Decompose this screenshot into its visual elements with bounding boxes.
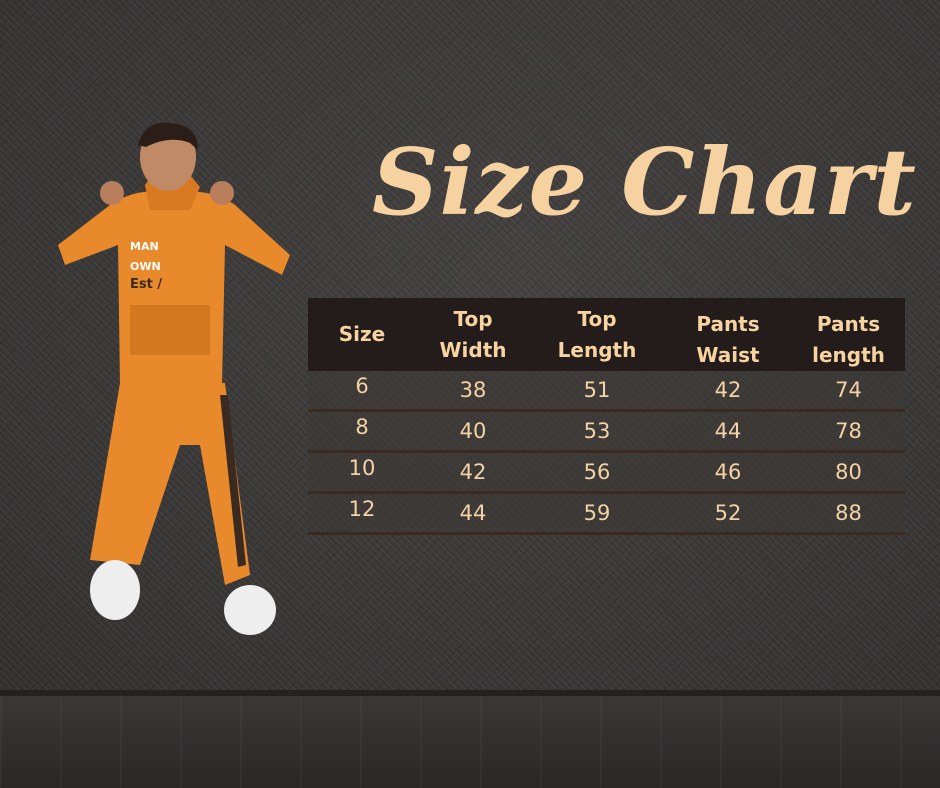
table-cell: 51: [583, 378, 611, 402]
boy-figure: MAN OWN Est /: [58, 122, 290, 635]
table-cell: 80: [835, 460, 862, 484]
table-cell: 46: [714, 460, 742, 484]
table-header: Size Top Width Top Length Pants Waist Pants…: [308, 298, 905, 371]
header-text: Top: [453, 306, 493, 331]
header-text: Pants: [816, 311, 881, 336]
shirt-print-line-1: MAN: [130, 240, 159, 253]
header-text: Pants: [696, 311, 760, 336]
table-cell: 42: [714, 378, 742, 402]
table-cell: 40: [459, 419, 487, 443]
table-cell: 8: [355, 415, 369, 439]
table-cell: 42: [459, 460, 487, 484]
table-row: 6 38 51 42 74: [308, 371, 905, 412]
floor-edge: [0, 690, 940, 696]
table-cell: 10: [348, 456, 376, 480]
shirt-print-line-2: OWN: [130, 260, 161, 273]
size-table: Size Top Width Top Length Pants Waist Pants…: [308, 298, 905, 535]
floor: [0, 696, 940, 788]
table-cell: 74: [835, 378, 862, 402]
table-cell: 56: [583, 460, 611, 484]
table-cell: 59: [583, 501, 611, 525]
shirt-print-line-3: Est /: [130, 277, 162, 292]
page-title: Size Chart: [372, 128, 917, 236]
header-top-width: Top Width: [416, 304, 530, 366]
table-cell: 78: [835, 419, 862, 443]
header-text: length: [812, 342, 885, 367]
header-pants-length: Pants length: [792, 299, 905, 371]
table-cell: 53: [583, 419, 611, 443]
table-row: 8 40 53 44 78: [308, 412, 905, 453]
table-row: 12 44 59 52 88: [308, 494, 905, 535]
table-cell: 44: [459, 501, 487, 525]
header-top-length: Top Length: [530, 304, 664, 366]
table-cell: 52: [714, 501, 742, 525]
table-row: 10 42 56 46 80: [308, 453, 905, 494]
header-text: Waist: [696, 342, 760, 367]
model-boy-image: MAN OWN Est /: [58, 122, 290, 635]
header-text: Length: [557, 337, 637, 362]
table-cell: 44: [714, 419, 742, 443]
header-text: Width: [439, 337, 507, 362]
header-size: Size: [308, 319, 416, 350]
header-text: Top: [577, 306, 617, 331]
table-cell: 12: [348, 497, 376, 521]
header-text: Size: [338, 322, 386, 346]
table-cell: 38: [459, 378, 487, 402]
table-body: 6 38 51 42 74 8 40 53 44 78 10 42 56 46 80 12 44 59 52 88: [308, 371, 905, 535]
table-cell: 88: [835, 501, 862, 525]
header-pants-waist: Pants Waist: [664, 299, 792, 371]
table-cell: 6: [355, 374, 369, 398]
